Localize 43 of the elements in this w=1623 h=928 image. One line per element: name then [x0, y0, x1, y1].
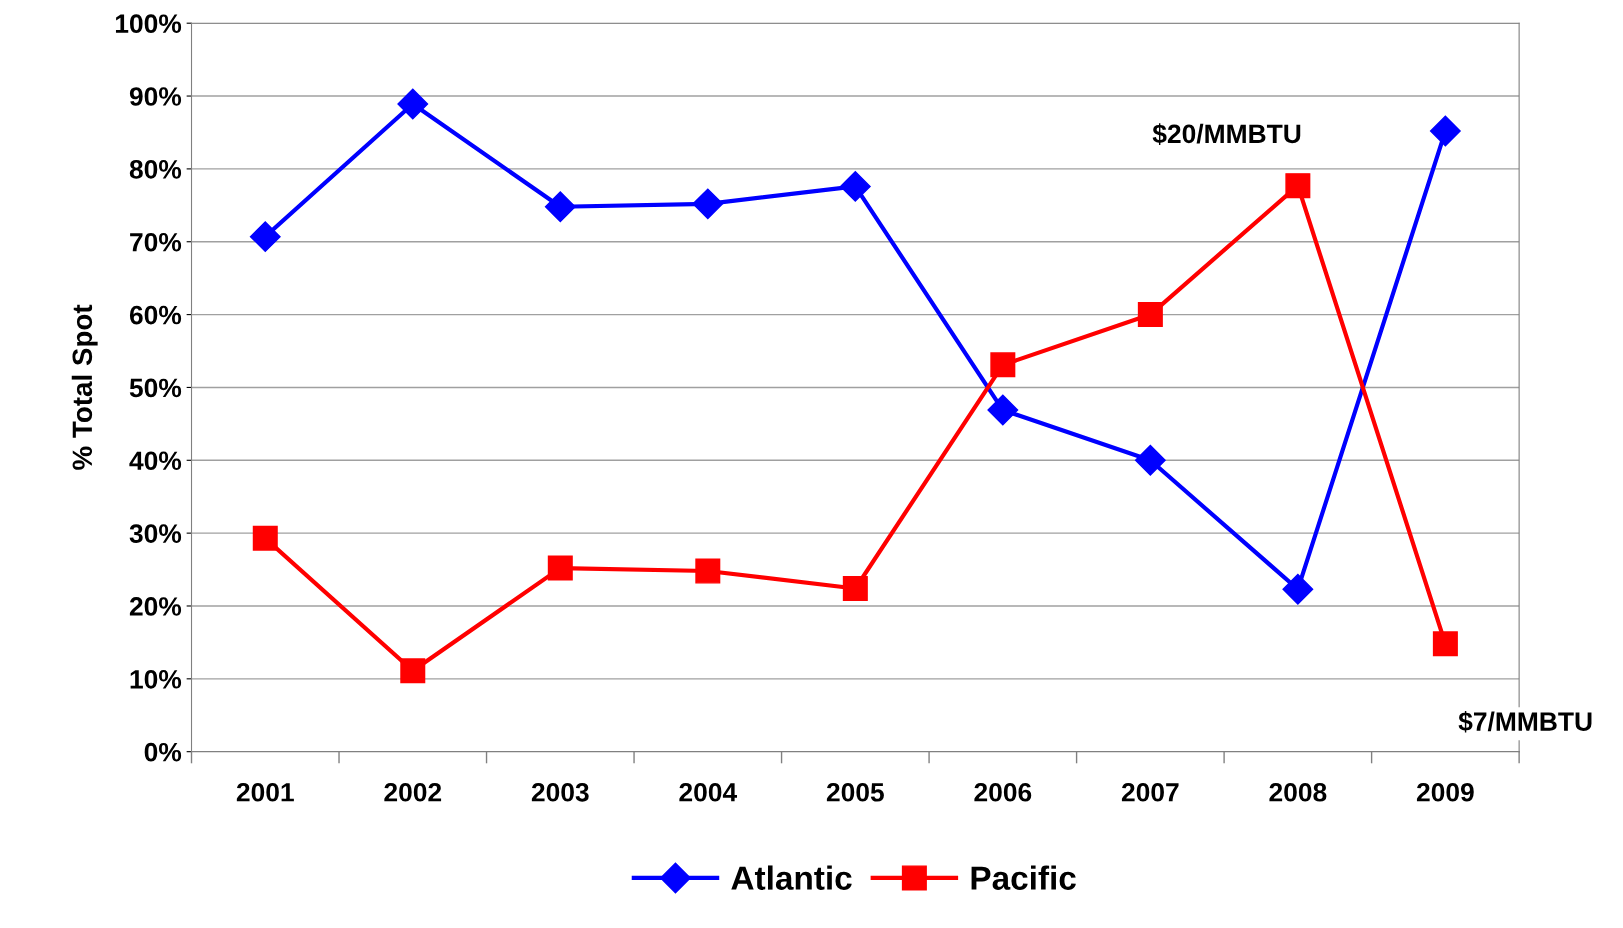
x-tick-label: 2002: [384, 782, 442, 802]
y-tick-label: 40%: [129, 451, 182, 471]
y-tick-label: 70%: [130, 232, 182, 252]
annotation: $7/MMBTU: [1458, 711, 1592, 733]
x-tick-label: 2007: [1121, 782, 1179, 802]
legend-label: Pacific: [971, 865, 1076, 890]
point: [987, 394, 1019, 426]
x-tick-label: 2005: [826, 782, 884, 802]
legend-label: Atlantic: [731, 865, 852, 890]
point: [839, 170, 871, 202]
point: [1285, 173, 1311, 199]
x-tick-label: 2006: [974, 782, 1032, 802]
y-tick-label: 30%: [129, 524, 182, 543]
y-tick-label: 100%: [115, 14, 182, 34]
point: [400, 658, 426, 684]
point: [547, 555, 573, 581]
x-tick-label: 2003: [531, 782, 589, 802]
y-tick-label: 20%: [129, 597, 182, 616]
point: [1282, 573, 1314, 605]
point: [397, 88, 429, 120]
point: [1429, 115, 1461, 147]
x-tick-label: 2009: [1416, 782, 1474, 802]
y-tick-label: 10%: [130, 669, 182, 689]
point: [842, 575, 868, 602]
point: [249, 221, 281, 253]
x-tick-label: 2004: [679, 782, 738, 802]
y-axis-title: % Total Spot: [71, 304, 98, 470]
x-tick-label: 2008: [1269, 782, 1327, 802]
annotation: $20/MMBTU: [1152, 123, 1301, 145]
point: [990, 352, 1016, 378]
y-tick-label: 80%: [129, 160, 182, 179]
y-tick-label: 60%: [129, 305, 182, 325]
point: [1134, 444, 1166, 476]
x-tick-label: 2001: [236, 782, 294, 802]
point: [1432, 631, 1458, 657]
point: [252, 525, 278, 551]
point: [695, 558, 721, 584]
point: [544, 191, 576, 223]
y-tick-label: 90%: [129, 87, 182, 106]
point: [692, 188, 724, 220]
y-tick-label: 0%: [144, 742, 182, 762]
point: [1137, 302, 1163, 328]
y-tick-label: 50%: [129, 378, 182, 398]
